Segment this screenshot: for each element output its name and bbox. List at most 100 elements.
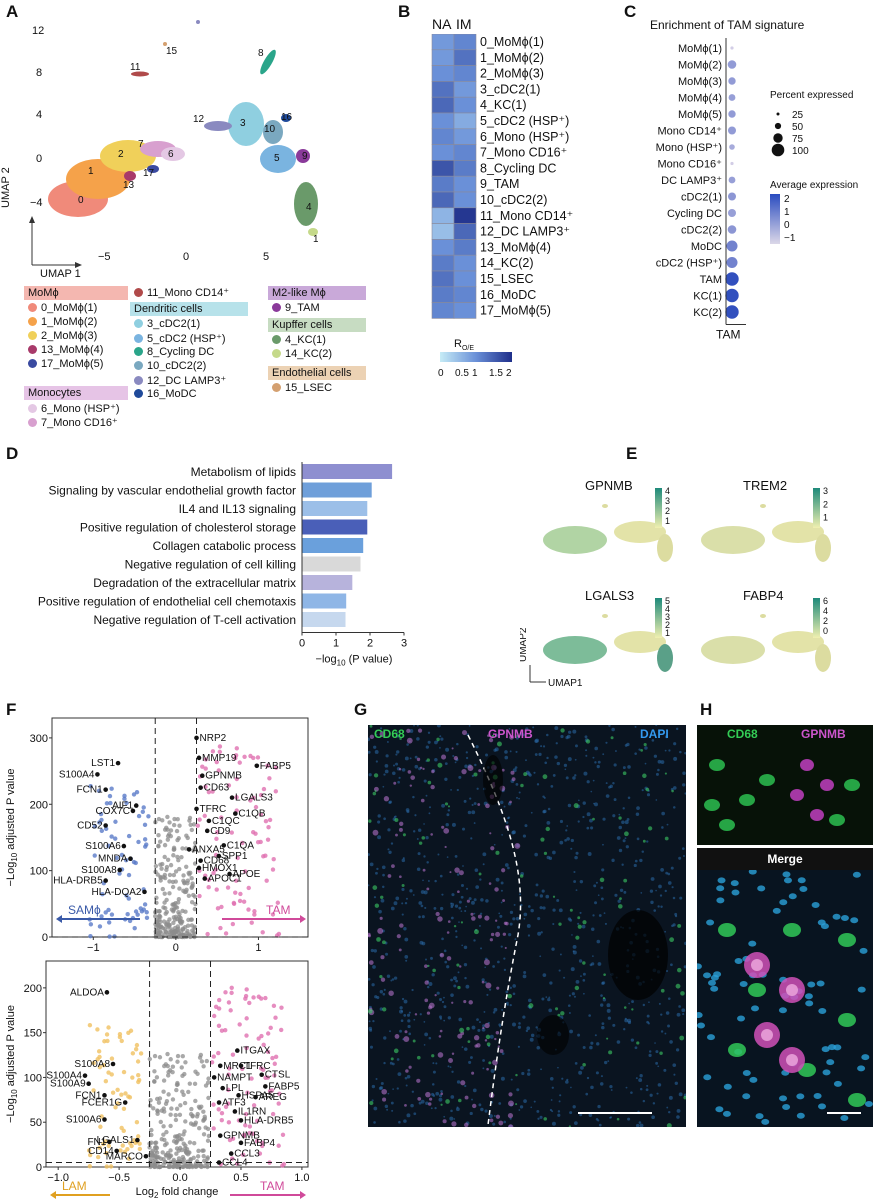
nucleus-dot [589,1045,593,1050]
nucleus-dot [523,971,527,974]
nucleus-dot [682,854,685,857]
point [248,753,253,759]
point [260,1140,265,1145]
cd68-signal [374,789,377,793]
x-tick-label: 1 [333,638,339,650]
point [133,1047,139,1052]
gene-label: CCL3 [234,1149,260,1160]
nucleus-dot [630,1091,633,1094]
gene-label: COX7C [95,806,129,817]
color-legend-tick: 1 [784,207,790,218]
nucleus-dot [533,771,536,774]
nucleus-dot [534,753,538,756]
point [201,1109,206,1114]
nucleus-dot [586,826,590,830]
nucleus-dot [390,906,395,911]
cluster-label: 6 [168,149,174,160]
nucleus-dot [482,1024,486,1028]
vessel [483,755,503,805]
nucleus-dot [453,976,457,981]
nucleus-dot [586,812,591,817]
point [186,1089,191,1095]
point [166,1069,171,1075]
nucleus-dot [503,1120,507,1124]
nucleus-dot [653,909,657,912]
labeled-point [95,772,100,777]
nucleus-dot [530,811,533,814]
nucleus-dot [426,985,430,989]
cd68-signal [374,903,380,908]
nucleus-dot [444,762,448,766]
gene-label: S100A8 [81,865,117,876]
nucleus-dot [500,901,503,904]
point [144,915,150,921]
nucleus-dot [560,734,564,739]
cd68-signal [473,772,478,777]
nucleus-dot [458,775,462,779]
point [184,930,189,936]
cd68-signal [519,874,524,878]
nucleus-dot [512,984,516,988]
gene-title: FABP4 [743,588,783,603]
nucleus-dot [379,990,384,994]
gpnmb-signal [507,1113,514,1119]
nucleus-dot [666,823,669,826]
gene-label: C1QC [212,816,240,827]
labeled-point [235,1048,240,1053]
umap1-label: UMAP 1 [40,268,81,280]
nucleus-dot [569,918,573,922]
nucleus-dot [539,1115,543,1119]
point [226,1120,232,1125]
nucleus-dot [534,739,539,743]
point [167,872,173,878]
nucleus [827,1044,836,1051]
point [166,1162,172,1168]
nucleus-dot [383,817,386,821]
nucleus-dot [616,1040,621,1044]
gpnmb-signal [490,846,495,851]
heatmap-row-label: 17_MoMϕ(5) [480,304,551,318]
nucleus-dot [605,782,608,785]
nucleus-dot [393,901,398,906]
point [97,1054,102,1060]
gpnmb-signal [437,1052,444,1058]
nucleus-dot [404,756,409,761]
point [159,866,164,871]
point [243,1111,249,1117]
nucleus-dot [403,1119,407,1123]
nucleus-dot [485,899,489,903]
point [218,925,223,931]
cd68-signal [394,817,399,822]
point [259,1033,264,1039]
point [276,1101,281,1106]
gpnmb-signal [442,1119,447,1124]
point [177,1145,183,1151]
point [135,1134,141,1139]
point [100,892,105,897]
nucleus-dot [661,826,664,829]
gpnmb-signal [417,728,423,733]
labeled-point [114,1148,119,1154]
legend-label: 1_MoMϕ(2) [41,316,98,328]
nucleus [697,1022,706,1029]
nucleus-dot [682,1013,685,1016]
nucleus-dot [453,984,457,988]
point [165,1051,170,1057]
vessel [608,910,668,1000]
point [243,869,248,874]
nucleus-dot [634,752,637,755]
nucleus-dot [551,1121,556,1126]
dotplot-dot [728,192,736,201]
legend-item: 10_cDC2(2) [134,360,206,372]
point [149,1132,154,1138]
cluster-label: 14 [313,234,318,245]
cd68-signal [582,920,587,925]
nucleus-dot [423,855,426,858]
point [175,1059,180,1064]
nucleus-dot [378,909,382,914]
nucleus-dot [624,837,627,840]
nucleus-dot [624,820,629,825]
colorbar-tick: 0.5 [455,368,469,379]
nucleus-dot [648,1001,650,1004]
